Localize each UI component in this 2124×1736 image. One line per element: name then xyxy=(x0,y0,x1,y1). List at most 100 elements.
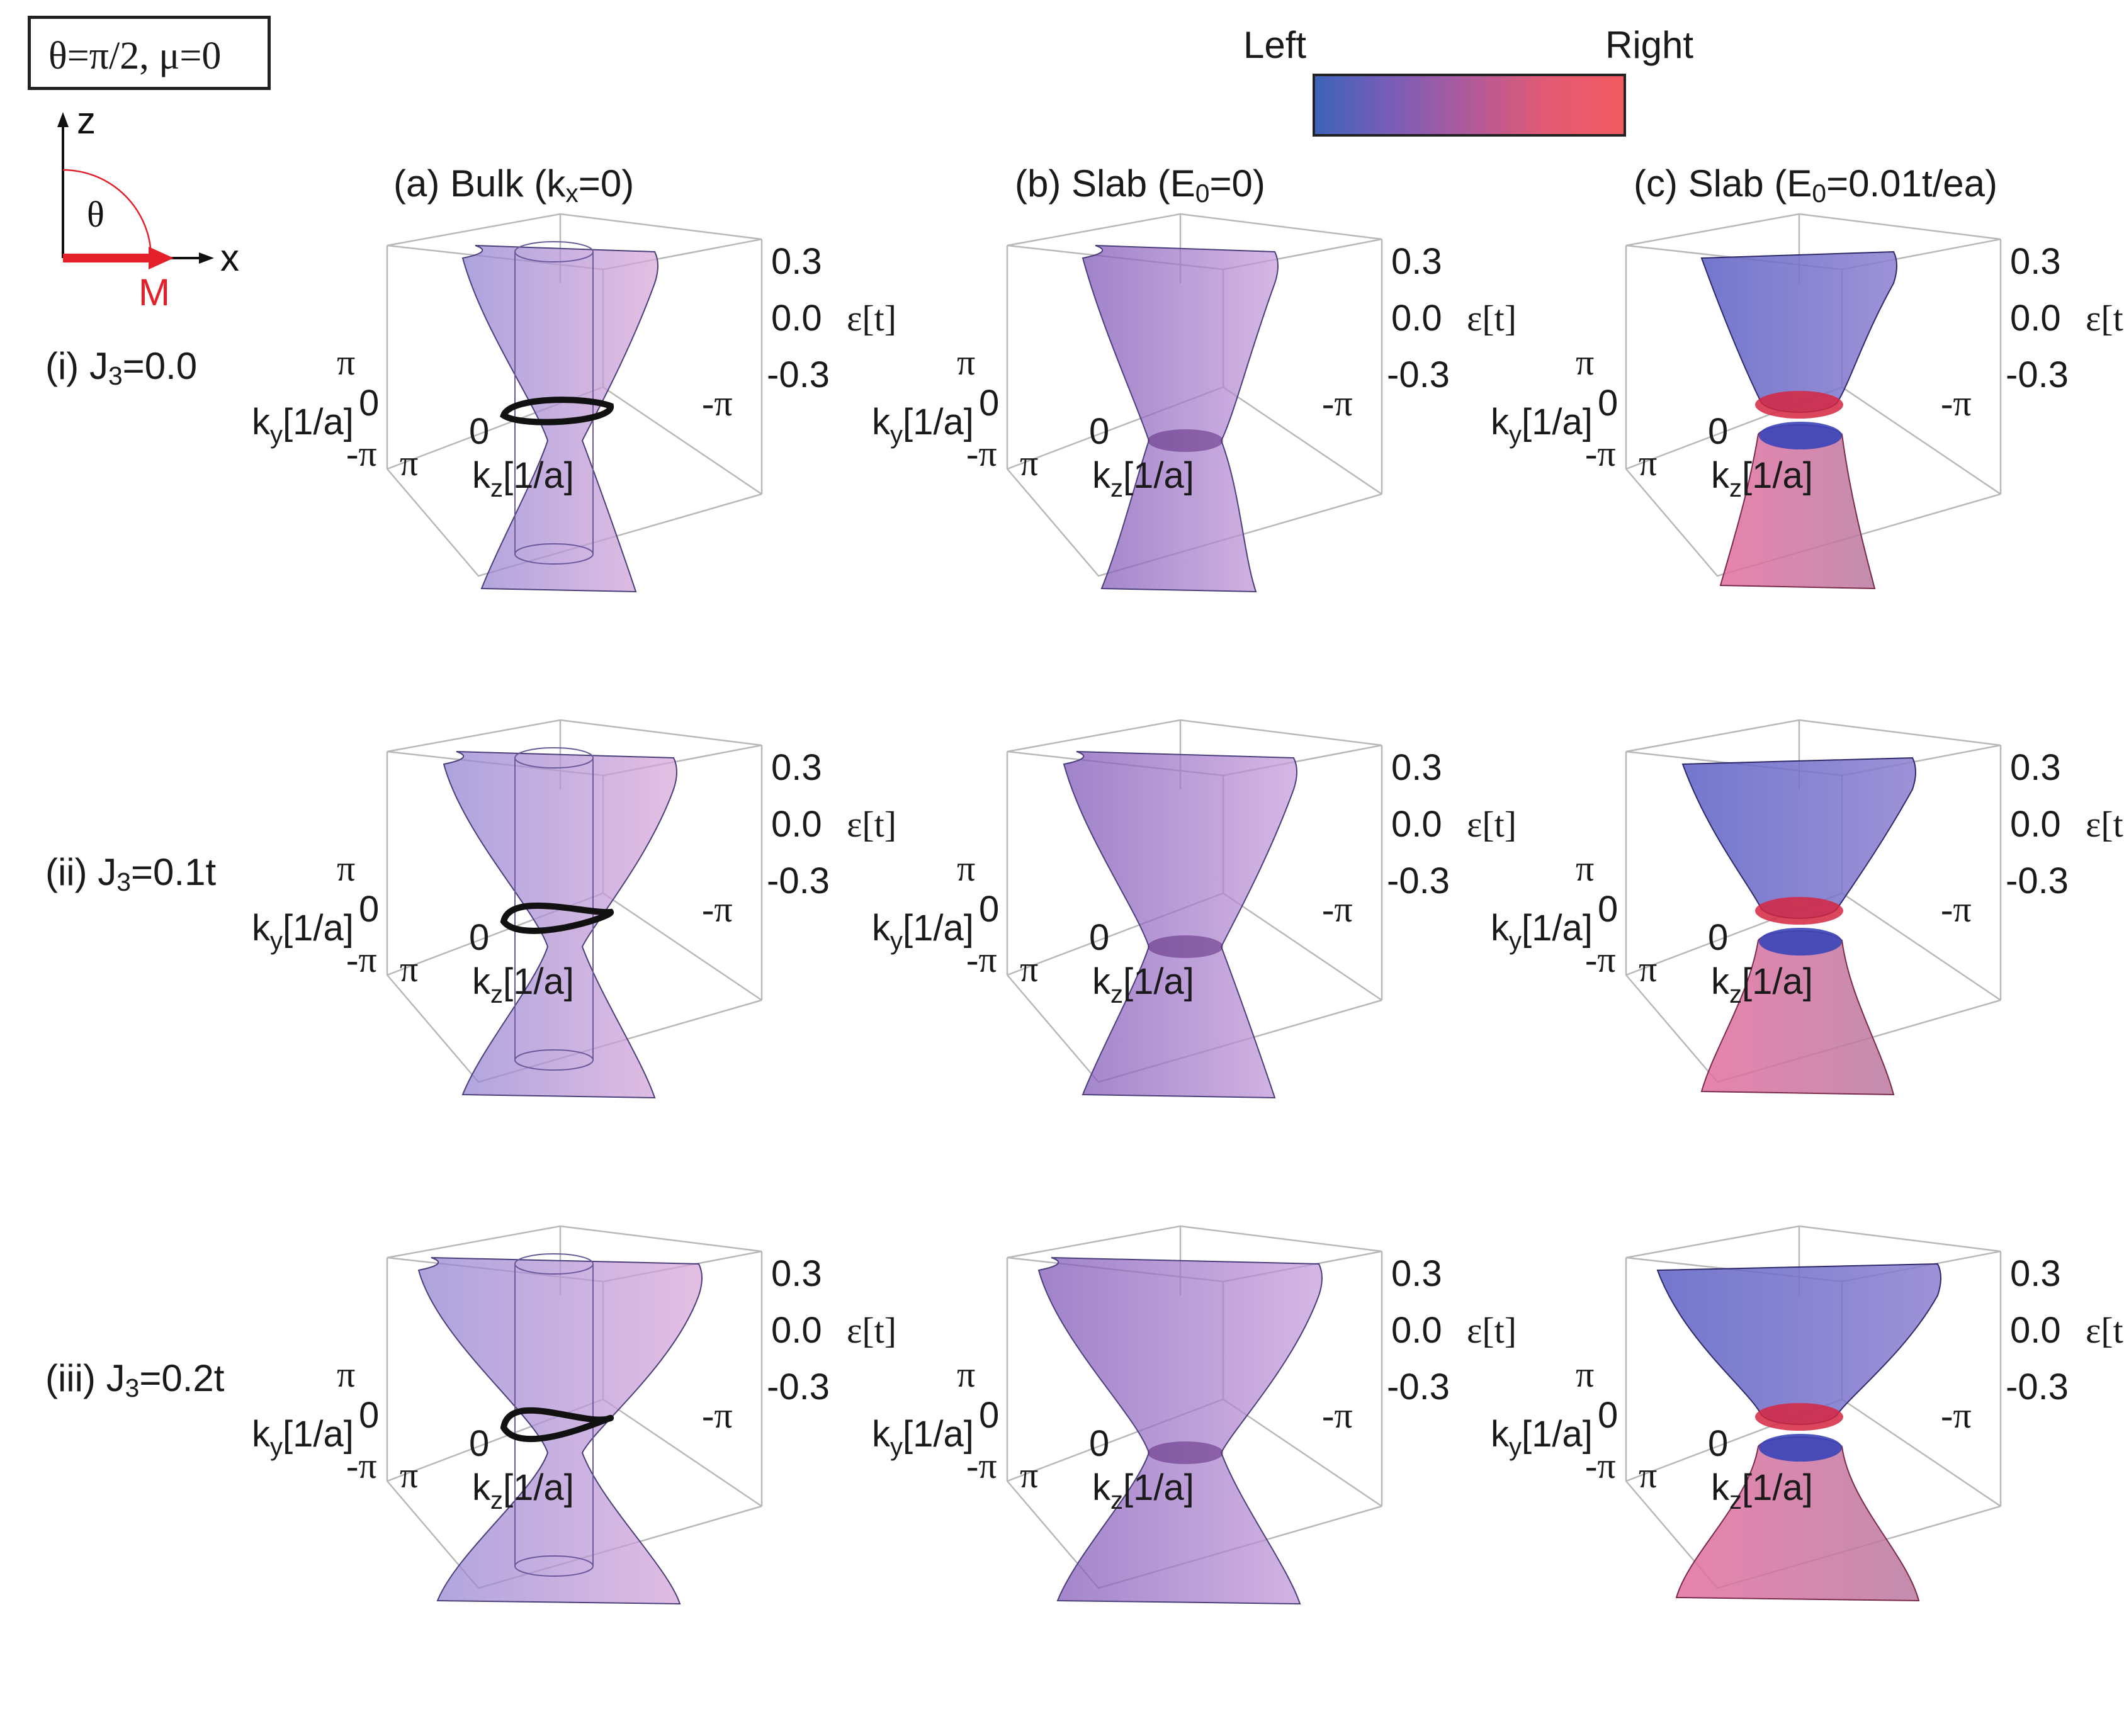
kz-tick-zero: 0 xyxy=(469,411,489,452)
kz-tick-pi: π xyxy=(400,1455,418,1496)
kz-axis-label: kz[1/a] xyxy=(1092,455,1194,502)
kz-tick-neg-pi: -π xyxy=(1322,1395,1353,1436)
ky-tick-zero: 0 xyxy=(1598,889,1618,930)
x-axis-arrowhead xyxy=(199,252,214,264)
energy-tick-mid: 0.0 xyxy=(1391,804,1442,845)
energy-tick-top: 0.3 xyxy=(771,747,822,788)
lower-band xyxy=(1719,424,1876,590)
z-axis-arrowhead xyxy=(57,112,69,127)
kz-tick-zero: 0 xyxy=(469,917,489,958)
ky-axis-label: ky[1/a] xyxy=(252,908,354,955)
row-label-i: (i) J3=0.0 xyxy=(45,345,198,390)
theta-label: θ xyxy=(87,194,105,235)
energy-tick-bottom: -0.3 xyxy=(2006,354,2069,395)
energy-tick-mid: 0.0 xyxy=(1391,1310,1442,1351)
column-header-b: (b) Slab (E0=0) xyxy=(1015,162,1265,208)
ky-tick-neg-pi: -π xyxy=(966,1445,997,1486)
energy-tick-mid: 0.0 xyxy=(1391,298,1442,339)
kz-tick-zero: 0 xyxy=(1708,917,1728,958)
lower-band xyxy=(1700,930,1895,1096)
kz-tick-pi: π xyxy=(400,949,418,989)
energy-tick-bottom: -0.3 xyxy=(767,1367,830,1407)
ky-tick-neg-pi: -π xyxy=(966,433,997,474)
energy-axis-label: ε[t] xyxy=(1467,298,1517,339)
energy-tick-bottom: -0.3 xyxy=(1387,354,1450,395)
panel-b-i: 0.30.0-0.3ε[t]π0-πky[1/a]π0-πkz[1/a] xyxy=(872,213,1517,593)
row-label-iii: (iii) J3=0.2t xyxy=(45,1357,225,1402)
ky-tick-zero: 0 xyxy=(359,1395,379,1436)
z-label: z xyxy=(77,99,96,142)
lower-band-top xyxy=(1759,1434,1842,1462)
ky-axis-label: ky[1/a] xyxy=(1491,908,1593,955)
kz-tick-pi: π xyxy=(1639,442,1657,483)
energy-axis-label: ε[t] xyxy=(847,298,896,339)
ky-tick-pi: π xyxy=(1576,342,1594,383)
ky-tick-zero: 0 xyxy=(979,889,999,930)
surface xyxy=(1681,757,1916,1096)
surface xyxy=(1063,751,1297,1099)
panel-a-i: 0.30.0-0.3ε[t]π0-πky[1/a]π0-πkz[1/a] xyxy=(252,213,896,593)
ky-tick-neg-pi: -π xyxy=(346,939,377,980)
panel-c-iii: 0.30.0-0.3ε[t]π0-πky[1/a]π0-πkz[1/a] xyxy=(1491,1225,2124,1602)
colorbar-gradient xyxy=(1313,74,1626,137)
fermi-contour xyxy=(500,902,614,934)
kz-tick-zero: 0 xyxy=(1089,1423,1109,1464)
panel-a-ii: 0.30.0-0.3ε[t]π0-πky[1/a]π0-πkz[1/a] xyxy=(252,719,896,1099)
ky-tick-pi: π xyxy=(957,1354,975,1395)
upper-band xyxy=(1681,757,1916,919)
ky-tick-neg-pi: -π xyxy=(1585,433,1616,474)
kz-tick-neg-pi: -π xyxy=(1941,889,1972,930)
upper-band xyxy=(1700,251,1897,413)
upper-band-bottom xyxy=(1755,897,1843,925)
energy-tick-top: 0.3 xyxy=(1391,747,1442,788)
energy-axis-label: ε[t] xyxy=(2086,1310,2124,1351)
kz-axis-label: kz[1/a] xyxy=(1711,455,1813,502)
lower-band-top xyxy=(1759,928,1842,955)
panel-c-i: 0.30.0-0.3ε[t]π0-πky[1/a]π0-πkz[1/a] xyxy=(1491,213,2124,590)
energy-tick-mid: 0.0 xyxy=(2010,804,2061,845)
ky-axis-label: ky[1/a] xyxy=(252,1414,354,1461)
energy-tick-top: 0.3 xyxy=(2010,747,2061,788)
energy-tick-top: 0.3 xyxy=(771,1253,822,1294)
kz-tick-pi: π xyxy=(400,442,418,483)
energy-tick-bottom: -0.3 xyxy=(2006,1367,2069,1407)
upper-band xyxy=(1656,1263,1941,1425)
energy-axis-label: ε[t] xyxy=(1467,804,1517,845)
upper-band-bottom xyxy=(1755,1403,1843,1431)
energy-tick-top: 0.3 xyxy=(2010,1253,2061,1294)
kz-tick-zero: 0 xyxy=(1708,1423,1728,1464)
ky-tick-pi: π xyxy=(1576,1354,1594,1395)
energy-tick-mid: 0.0 xyxy=(771,804,822,845)
kz-tick-zero: 0 xyxy=(1708,411,1728,452)
kz-tick-pi: π xyxy=(1020,1455,1038,1496)
surface xyxy=(461,241,658,593)
ky-tick-neg-pi: -π xyxy=(346,433,377,474)
kz-tick-neg-pi: -π xyxy=(1322,889,1353,930)
ky-tick-pi: π xyxy=(957,848,975,889)
energy-tick-top: 0.3 xyxy=(771,241,822,282)
kz-axis-label: kz[1/a] xyxy=(1092,1467,1194,1514)
x-label: x xyxy=(220,237,239,279)
ky-tick-zero: 0 xyxy=(979,1395,999,1436)
kz-tick-neg-pi: -π xyxy=(702,1395,733,1436)
kz-axis-label: kz[1/a] xyxy=(472,961,574,1008)
surface xyxy=(417,1253,703,1605)
kz-tick-neg-pi: -π xyxy=(1941,1395,1972,1436)
kz-tick-zero: 0 xyxy=(469,1423,489,1464)
kz-tick-zero: 0 xyxy=(1089,917,1109,958)
ky-tick-neg-pi: -π xyxy=(346,1445,377,1486)
m-label: M xyxy=(138,271,170,313)
kz-tick-pi: π xyxy=(1639,1455,1657,1496)
energy-tick-mid: 0.0 xyxy=(771,298,822,339)
surface xyxy=(1037,1257,1323,1605)
energy-tick-bottom: -0.3 xyxy=(767,860,830,901)
energy-axis-label: ε[t] xyxy=(847,1310,896,1351)
energy-tick-top: 0.3 xyxy=(1391,241,1442,282)
ky-tick-neg-pi: -π xyxy=(1585,939,1616,980)
kz-axis-label: kz[1/a] xyxy=(1711,1467,1813,1514)
ky-tick-neg-pi: -π xyxy=(966,939,997,980)
ky-axis-label: ky[1/a] xyxy=(1491,402,1593,449)
ky-tick-pi: π xyxy=(337,342,355,383)
fermi-contour xyxy=(500,397,614,426)
colorbar-left-label: Left xyxy=(1243,24,1307,66)
